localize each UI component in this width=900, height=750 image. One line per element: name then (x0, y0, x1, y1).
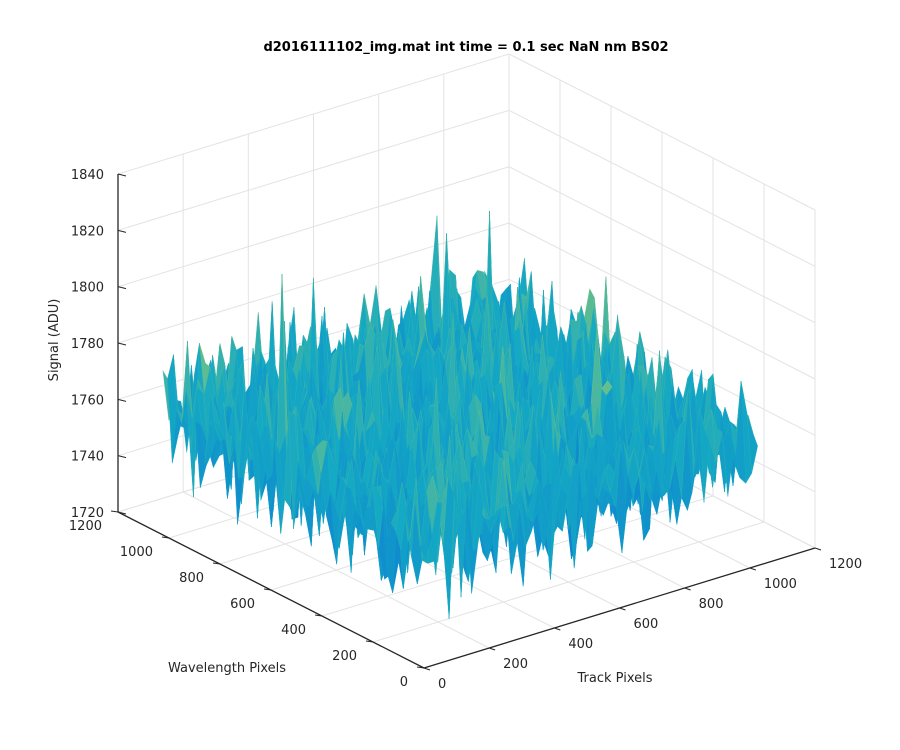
y-tick-label: 1000 (120, 545, 153, 560)
y-axis-label: Wavelength Pixels (168, 661, 286, 676)
axes (110, 173, 822, 671)
x-tick (554, 627, 561, 631)
z-tick (117, 286, 127, 290)
grid-line (372, 521, 765, 643)
grid-line (508, 222, 816, 380)
surface-patch (419, 517, 431, 561)
grid-line (117, 166, 510, 288)
y-tick-label: 600 (230, 597, 255, 612)
x-tick (423, 667, 431, 671)
grid-line (117, 53, 510, 175)
z-tick-label: 1740 (71, 450, 104, 465)
y-tick (416, 666, 425, 669)
x-tick-label: 800 (699, 597, 724, 612)
grid-line (117, 109, 510, 231)
chart-title: d2016111102_img.mat int time = 0.1 sec N… (263, 40, 668, 55)
y-tick (110, 510, 119, 513)
z-tick (117, 398, 127, 402)
x-tick-label: 1200 (829, 557, 862, 572)
y-tick (314, 614, 323, 617)
z-tick (117, 173, 127, 177)
y-tick (263, 588, 272, 591)
grid-line (508, 109, 816, 267)
x-tick (749, 567, 756, 571)
y-tick (161, 536, 170, 539)
y-tick (365, 640, 374, 643)
y-tick (212, 562, 221, 565)
x-tick-label: 200 (503, 657, 528, 672)
z-tick-label: 1800 (71, 281, 104, 296)
y-tick-label: 1200 (69, 519, 102, 534)
x-tick-label: 400 (568, 637, 593, 652)
z-tick (117, 229, 127, 233)
x-tick-label: 600 (634, 617, 659, 632)
tick-labels: 0 200 400 600 800 1000 1200 0 200 400 600 800 1000 12… (69, 168, 862, 692)
x-tick (489, 647, 496, 651)
x-tick-label: 1000 (764, 577, 797, 592)
z-tick (117, 511, 127, 515)
z-tick-label: 1840 (71, 168, 104, 183)
z-tick (117, 455, 127, 459)
surface-plot (162, 211, 758, 619)
z-tick-label: 1760 (71, 393, 104, 408)
y-tick-label: 400 (281, 623, 306, 638)
z-tick (117, 342, 127, 346)
y-tick-label: 800 (179, 571, 204, 586)
z-axis-label: Signal (ADU) (47, 299, 62, 382)
x-tick-label: 0 (438, 677, 446, 692)
x-tick (814, 547, 822, 551)
grid-line (508, 278, 816, 436)
x-tick (619, 607, 626, 611)
z-tick-label: 1720 (71, 506, 104, 521)
z-tick-label: 1780 (71, 337, 104, 352)
x-axis-label: Track Pixels (577, 671, 653, 686)
y-tick-label: 0 (400, 675, 408, 690)
z-tick-label: 1820 (71, 224, 104, 239)
x-tick (684, 587, 691, 591)
grid-line (508, 166, 816, 324)
y-tick-label: 200 (332, 649, 357, 664)
grid-line (508, 53, 816, 211)
